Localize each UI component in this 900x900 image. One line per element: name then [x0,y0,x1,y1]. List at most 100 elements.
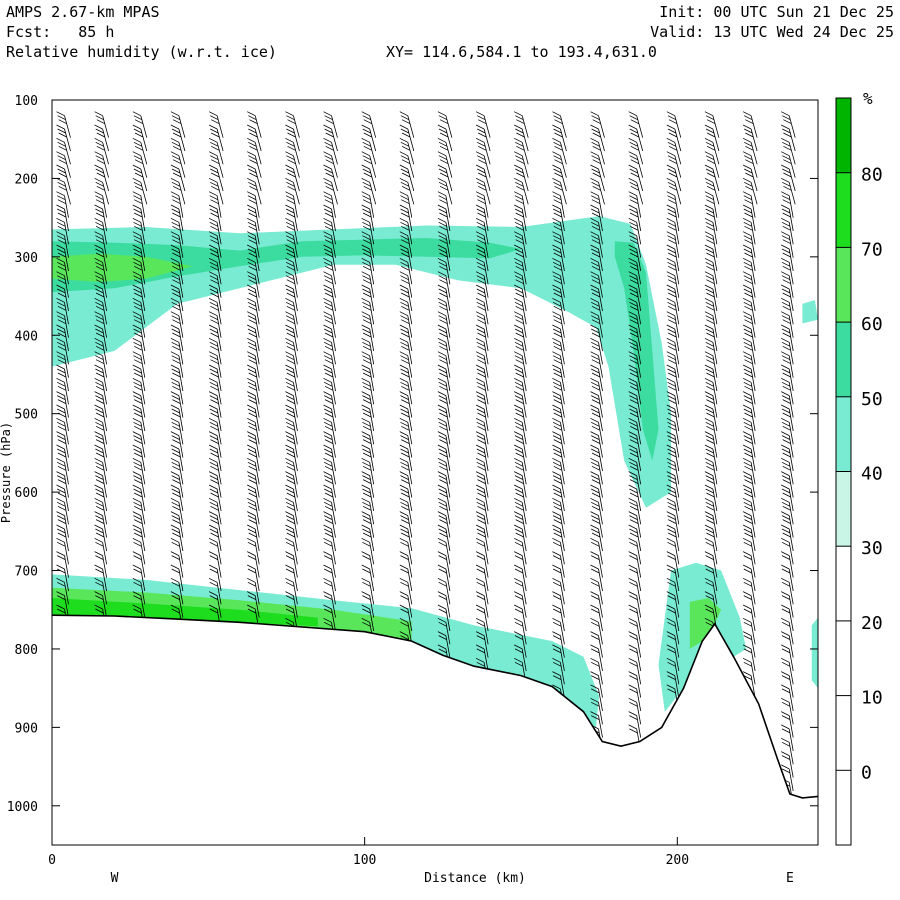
wind-barb [208,297,222,325]
wind-barb [475,417,489,445]
wind-barb [399,297,413,325]
wind-barb [323,431,336,458]
wind-barb [590,631,603,658]
wind-barb [552,124,567,152]
wind-barb [132,284,146,312]
wind-barb [628,177,644,205]
wind-barb [56,471,69,498]
wind-barb [742,524,756,552]
wind-barb [170,551,184,578]
wind-barb [781,137,796,165]
wind-barb [56,524,69,552]
wind-barb [132,511,146,538]
wind-barb [475,644,489,671]
wind-barb [247,217,260,245]
wind-barb [94,177,109,205]
wind-barb [781,497,794,525]
wind-barb [781,751,794,778]
colorbar-label: 50 [861,389,883,410]
wind-barb [628,417,642,445]
wind-barb [247,164,262,192]
wind-barb [628,577,642,605]
wind-barb [361,271,375,298]
wind-barb [323,537,336,565]
cross-section-xy: XY= 114.6,584.1 to 193.4,631.0 [386,43,657,61]
wind-barb [704,297,718,325]
wind-barb [666,244,680,272]
wind-barb [704,137,720,165]
wind-barb [323,311,336,338]
wind-barb [742,631,756,658]
wind-barb [437,457,451,485]
wind-barb [552,257,565,285]
wind-barb [399,284,413,312]
wind-barb [94,471,107,498]
wind-barb [437,324,451,352]
wind-barb [590,231,603,258]
wind-barb [628,217,642,245]
wind-barb [170,177,186,205]
wind-barb [361,191,375,218]
plot-area [52,100,818,845]
wind-barb [170,431,184,458]
wind-barb [208,564,222,592]
wind-barb [666,644,680,671]
y-tick-label: 200 [15,172,38,187]
wind-barb [208,137,224,165]
wind-barb [742,337,756,365]
wind-barb [247,257,260,285]
wind-barb [323,484,336,512]
wind-barb [742,271,756,298]
wind-barb [208,284,222,312]
wind-barb [437,604,451,632]
wind-barb [781,177,796,205]
wind-barb [437,524,451,552]
wind-barb [437,337,451,365]
wind-barb [247,484,260,512]
wind-barb [437,271,451,298]
wind-barb [361,151,377,178]
wind-barb [208,591,222,618]
wind-barb [132,257,146,285]
wind-barb [590,551,603,578]
wind-barb [742,391,756,418]
wind-barb [132,404,146,432]
wind-barb [285,417,298,445]
colorbar-bin [836,620,851,696]
wind-barb [285,404,298,432]
wind-barb [247,551,260,578]
wind-barb [666,444,680,472]
wind-barb [323,231,336,258]
wind-barb [323,284,336,312]
wind-barb [361,524,375,552]
wind-barb [208,364,222,392]
wind-barb [628,671,642,698]
wind-barb [94,257,107,285]
wind-barb [56,191,69,218]
wind-barb [666,284,680,312]
wind-barb [56,551,69,578]
wind-barb [590,564,603,592]
wind-barb [399,177,415,205]
wind-barb [208,511,222,538]
wind-barb [590,457,603,485]
wind-barb [514,151,529,178]
wind-barb [742,617,756,645]
wind-barb [208,497,222,525]
wind-barb [247,244,260,272]
wind-barb [361,537,375,565]
wind-barb [437,551,451,578]
wind-barb [742,257,756,285]
wind-barb [590,617,603,645]
wind-barb [323,377,336,405]
wind-barb [514,524,527,552]
wind-barb [742,444,756,472]
colorbar-label: 70 [861,239,883,260]
wind-barb [781,617,794,645]
wind-barb [399,537,413,565]
wind-barb [132,191,146,218]
wind-barb [285,577,298,605]
wind-barb [475,497,489,525]
wind-barb [704,364,718,392]
wind-barb [781,204,794,232]
